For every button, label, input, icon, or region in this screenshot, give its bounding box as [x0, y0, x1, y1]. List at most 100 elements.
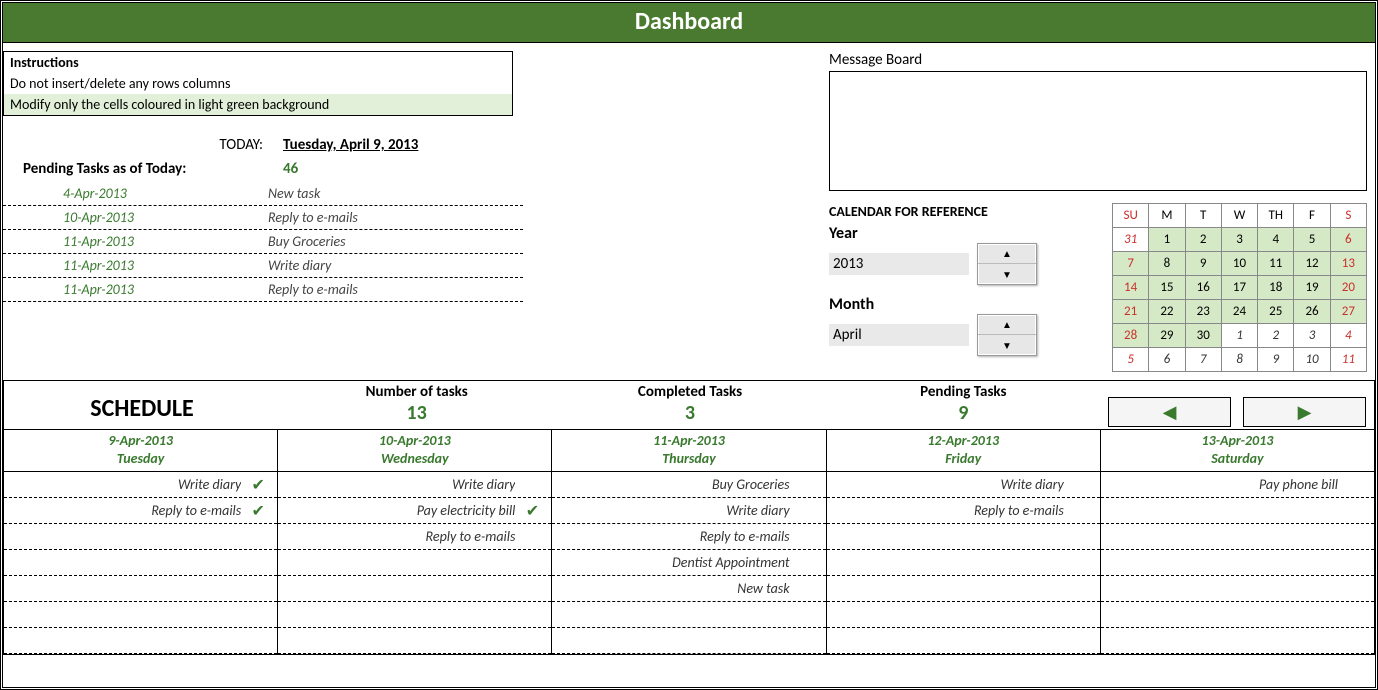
cal-day-cell[interactable]: 26 [1294, 300, 1330, 324]
year-up-button[interactable]: ▲ [978, 244, 1036, 264]
cal-day-cell[interactable]: 25 [1258, 300, 1294, 324]
month-value[interactable]: April [829, 324, 969, 346]
schedule-task-row[interactable] [827, 602, 1100, 628]
cal-day-cell[interactable]: 13 [1330, 252, 1366, 276]
schedule-task-row[interactable]: Reply to e-mails [278, 524, 551, 550]
cal-day-cell[interactable]: 14 [1113, 276, 1149, 300]
schedule-task-text: Reply to e-mails [12, 502, 241, 519]
pending-count-value: 46 [283, 160, 298, 178]
prev-week-button[interactable]: ◀ [1108, 397, 1231, 427]
cal-day-cell[interactable]: 3 [1294, 324, 1330, 348]
year-down-button[interactable]: ▼ [978, 264, 1036, 284]
cal-day-cell[interactable]: 15 [1149, 276, 1185, 300]
pending-date: 4-Apr-2013 [3, 185, 268, 202]
cal-day-cell[interactable]: 7 [1113, 252, 1149, 276]
schedule-task-row[interactable] [552, 602, 825, 628]
pending-task: Buy Groceries [268, 233, 523, 250]
schedule-task-row[interactable] [552, 628, 825, 654]
schedule-task-row[interactable] [4, 628, 277, 654]
cal-day-cell[interactable]: 22 [1149, 300, 1185, 324]
cal-day-header: SU [1113, 204, 1149, 228]
checkmark-icon: ✔ [247, 501, 269, 521]
cal-day-cell[interactable]: 10 [1294, 348, 1330, 372]
schedule-task-row[interactable]: Buy Groceries [552, 472, 825, 498]
cal-day-cell[interactable]: 6 [1149, 348, 1185, 372]
cal-day-cell[interactable]: 24 [1221, 300, 1257, 324]
cal-day-cell[interactable]: 2 [1258, 324, 1294, 348]
month-down-button[interactable]: ▼ [978, 335, 1036, 355]
schedule-task-row[interactable]: Reply to e-mails [552, 524, 825, 550]
cal-day-cell[interactable]: 16 [1185, 276, 1221, 300]
cal-day-cell[interactable]: 4 [1330, 324, 1366, 348]
schedule-task-row[interactable] [1101, 602, 1374, 628]
schedule-task-row[interactable]: Reply to e-mails ✔ [4, 498, 277, 524]
schedule-task-row[interactable]: Dentist Appointment [552, 550, 825, 576]
schedule-task-row[interactable] [278, 628, 551, 654]
schedule-task-row[interactable] [4, 524, 277, 550]
year-value[interactable]: 2013 [829, 253, 969, 275]
next-week-button[interactable]: ▶ [1243, 397, 1366, 427]
schedule-task-row[interactable] [827, 576, 1100, 602]
schedule-task-row[interactable] [1101, 524, 1374, 550]
schedule-task-text: Reply to e-mails [560, 528, 789, 545]
cal-day-cell[interactable]: 17 [1221, 276, 1257, 300]
cal-day-cell[interactable]: 1 [1221, 324, 1257, 348]
cal-day-cell[interactable]: 28 [1113, 324, 1149, 348]
schedule-task-row[interactable] [1101, 576, 1374, 602]
schedule-task-row[interactable] [827, 550, 1100, 576]
cal-day-cell[interactable]: 23 [1185, 300, 1221, 324]
cal-day-cell[interactable]: 19 [1294, 276, 1330, 300]
cal-day-cell[interactable]: 5 [1113, 348, 1149, 372]
cal-day-cell[interactable]: 11 [1258, 252, 1294, 276]
schedule-task-row[interactable]: Write diary [552, 498, 825, 524]
cal-day-cell[interactable]: 30 [1185, 324, 1221, 348]
schedule-task-row[interactable] [278, 576, 551, 602]
schedule-task-row[interactable] [1101, 628, 1374, 654]
schedule-task-text: Write diary [835, 476, 1064, 493]
schedule-task-row[interactable]: Write diary [827, 472, 1100, 498]
cal-day-cell[interactable]: 31 [1113, 228, 1149, 252]
cal-day-cell[interactable]: 9 [1185, 252, 1221, 276]
cal-day-cell[interactable]: 2 [1185, 228, 1221, 252]
cal-day-cell[interactable]: 18 [1258, 276, 1294, 300]
schedule-task-row[interactable] [278, 602, 551, 628]
schedule-task-row[interactable] [827, 628, 1100, 654]
month-up-button[interactable]: ▲ [978, 315, 1036, 335]
schedule-col-day: Saturday [1101, 450, 1374, 468]
message-board-box[interactable] [829, 71, 1367, 191]
schedule-column: 11-Apr-2013ThursdayBuy GroceriesWrite di… [552, 430, 826, 654]
schedule-task-row[interactable]: Pay phone bill [1101, 472, 1374, 498]
cal-day-cell[interactable]: 6 [1330, 228, 1366, 252]
stat-completed-label: Completed Tasks [553, 383, 826, 401]
cal-day-cell[interactable]: 7 [1185, 348, 1221, 372]
schedule-task-row[interactable] [278, 550, 551, 576]
schedule-task-row[interactable]: Write diary [278, 472, 551, 498]
cal-day-cell[interactable]: 20 [1330, 276, 1366, 300]
cal-day-cell[interactable]: 10 [1221, 252, 1257, 276]
schedule-task-row[interactable]: Reply to e-mails [827, 498, 1100, 524]
cal-day-cell[interactable]: 11 [1330, 348, 1366, 372]
schedule-task-row[interactable]: Pay electricity bill✔ [278, 498, 551, 524]
cal-day-cell[interactable]: 4 [1258, 228, 1294, 252]
schedule-task-row[interactable] [4, 550, 277, 576]
mini-calendar-table: SUMTWTHFS3112345678910111213141516171819… [1112, 203, 1367, 372]
cal-day-cell[interactable]: 8 [1149, 252, 1185, 276]
stat-completed-value: 3 [553, 401, 826, 425]
cal-day-cell[interactable]: 21 [1113, 300, 1149, 324]
cal-day-cell[interactable]: 3 [1221, 228, 1257, 252]
schedule-task-row[interactable] [4, 576, 277, 602]
schedule-task-row[interactable] [1101, 550, 1374, 576]
cal-day-cell[interactable]: 8 [1221, 348, 1257, 372]
stat-num-tasks-value: 13 [280, 401, 553, 425]
schedule-task-row[interactable] [4, 602, 277, 628]
cal-day-cell[interactable]: 27 [1330, 300, 1366, 324]
schedule-task-row[interactable] [827, 524, 1100, 550]
cal-day-cell[interactable]: 12 [1294, 252, 1330, 276]
cal-day-cell[interactable]: 5 [1294, 228, 1330, 252]
cal-day-cell[interactable]: 9 [1258, 348, 1294, 372]
schedule-task-row[interactable]: Write diary✔ [4, 472, 277, 498]
cal-day-cell[interactable]: 29 [1149, 324, 1185, 348]
cal-day-cell[interactable]: 1 [1149, 228, 1185, 252]
schedule-task-row[interactable] [1101, 498, 1374, 524]
schedule-task-row[interactable]: New task [552, 576, 825, 602]
